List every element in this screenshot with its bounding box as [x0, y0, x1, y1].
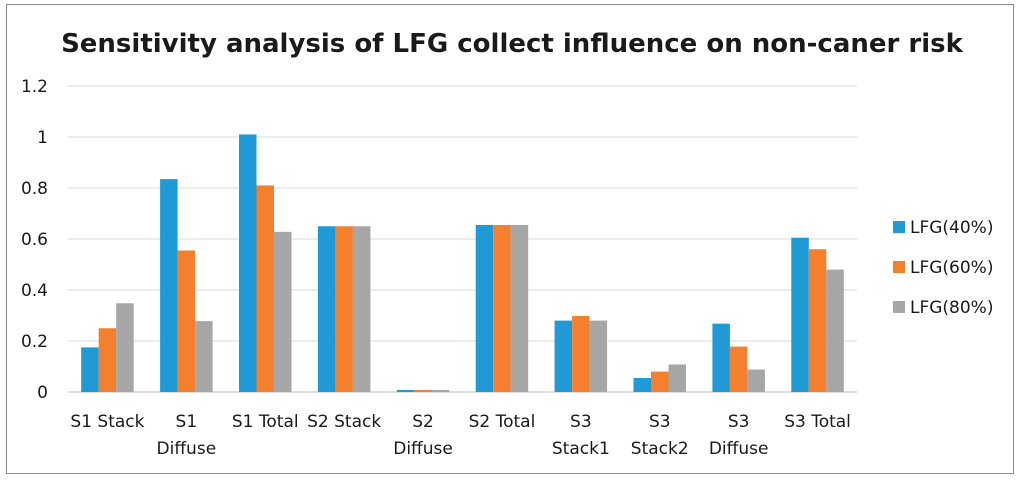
x-tick-label: S2 Stack: [307, 412, 381, 432]
bar: [352, 226, 371, 392]
bar: [317, 226, 336, 392]
x-tick-label: S2 Total: [469, 412, 536, 432]
y-tick-label: 0.2: [21, 332, 48, 352]
bar: [414, 389, 432, 392]
y-tick-label: 0.4: [21, 281, 48, 301]
x-tick-label: S3 Stack2: [631, 412, 689, 459]
legend-swatch: [893, 261, 905, 273]
legend-label: LFG(40%): [910, 218, 993, 238]
legend-swatch: [893, 221, 905, 233]
x-tick-label: S1 Diffuse: [157, 412, 217, 459]
x-axis-labels: S1 Stack S1 Diffuse S1 Total S2 Stack S2 Diffu…: [70, 412, 850, 459]
x-tick-label: S3 Total: [784, 412, 851, 432]
bar: [98, 328, 117, 392]
bar: [554, 320, 573, 392]
bar: [747, 369, 765, 392]
bar: [239, 134, 257, 392]
bar: [274, 231, 292, 392]
bars: [81, 134, 844, 393]
bar: [826, 269, 844, 392]
bar: [195, 321, 213, 392]
legend: LFG(40%) LFG(60%) LFG(80%): [893, 218, 993, 318]
y-tick-label: 1.2: [21, 77, 48, 97]
bar: [116, 303, 134, 392]
x-tick-label: S3 Stack1: [552, 412, 610, 459]
bar: [712, 323, 730, 392]
bar: [651, 371, 669, 392]
bar: [256, 185, 274, 392]
bar: [572, 316, 590, 392]
bar: [729, 346, 748, 392]
legend-label: LFG(80%): [910, 298, 993, 318]
bar: [808, 249, 827, 392]
bar: [177, 250, 196, 392]
bar: [791, 237, 809, 392]
bar: [475, 224, 494, 392]
x-tick-label: S1 Total: [232, 412, 299, 432]
chart-title: Sensitivity analysis of LFG collect infl…: [61, 29, 964, 59]
legend-swatch: [893, 301, 905, 313]
bar: [431, 389, 450, 392]
x-tick-label: S1 Stack: [70, 412, 144, 432]
y-axis-ticks: 0 0.2 0.4 0.6 0.8 1 1.2: [21, 77, 48, 403]
legend-label: LFG(60%): [910, 258, 993, 278]
bar: [668, 364, 686, 392]
bar: [81, 347, 99, 393]
x-tick-label: S3 Diffuse: [709, 412, 769, 459]
bar: [160, 179, 178, 392]
bar: [510, 224, 529, 392]
y-tick-label: 1: [37, 128, 48, 148]
y-tick-label: 0: [37, 383, 48, 403]
bar: [589, 320, 608, 392]
bar: [396, 389, 415, 392]
y-tick-label: 0.8: [21, 179, 48, 199]
bar: [335, 226, 353, 392]
bar: [493, 224, 511, 392]
y-tick-label: 0.6: [21, 230, 48, 250]
bar: [633, 377, 651, 392]
x-tick-label: S2 Diffuse: [393, 412, 453, 459]
